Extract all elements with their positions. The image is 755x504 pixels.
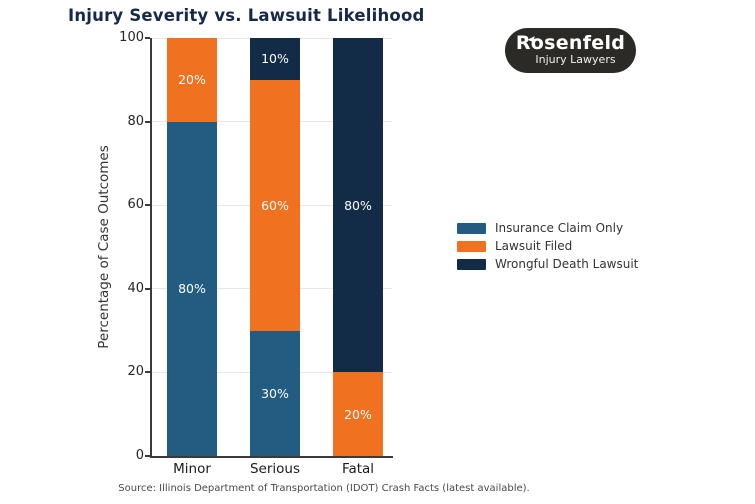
bar-segment-label: 20%	[178, 72, 206, 88]
bar-segment-label: 80%	[344, 197, 372, 213]
y-tick-mark	[145, 120, 150, 123]
x-tick-label: Minor	[173, 461, 211, 477]
bar-segment-label: 60%	[261, 197, 289, 213]
y-tick-label: 20	[127, 364, 144, 380]
bar-segment-label: 20%	[344, 406, 372, 422]
y-tick-label: 80	[127, 113, 144, 129]
bar-segment: 60%	[250, 79, 300, 331]
legend: Insurance Claim Only Lawsuit Filed Wrongfu…	[457, 221, 639, 271]
plot-area: 80% 20% 30% 60% 10% 20% 80%	[150, 37, 393, 458]
legend-label: Insurance Claim Only	[495, 221, 624, 235]
logo: Rosenfeld Injury Lawyers	[505, 28, 636, 73]
legend-item: Wrongful Death Lawsuit	[457, 257, 639, 271]
bar-segment: 80%	[167, 121, 217, 456]
x-tick-label: Fatal	[341, 461, 375, 477]
bar-segment: 30%	[250, 330, 300, 456]
bar-segment: 80%	[333, 38, 383, 373]
legend-label: Wrongful Death Lawsuit	[495, 257, 639, 271]
bar-segment: 20%	[167, 38, 217, 122]
bar-segment-label: 80%	[178, 281, 206, 297]
y-tick-label: 0	[135, 448, 144, 463]
legend-item: Insurance Claim Only	[457, 221, 638, 235]
y-tick-mark	[145, 37, 150, 39]
logo-name: Rosenfeld	[515, 32, 626, 54]
y-tick-mark	[145, 287, 150, 290]
bar-segment: 10%	[250, 38, 300, 80]
bar-segment-label: 30%	[261, 385, 289, 401]
legend-item: Lawsuit Filed	[457, 239, 638, 253]
legend-swatch	[457, 240, 486, 252]
y-tick-label: 40	[127, 280, 144, 296]
legend-swatch	[457, 222, 486, 234]
chart-title: Injury Severity vs. Lawsuit Likelihood	[68, 6, 425, 25]
grid-line	[152, 37, 392, 39]
logo-tagline: Injury Lawyers	[535, 53, 616, 66]
y-axis-spine	[150, 38, 152, 458]
y-tick-label: 60	[127, 197, 144, 213]
legend-swatch	[457, 258, 486, 270]
x-tick-label: Serious	[249, 461, 301, 477]
y-tick-label: 100	[119, 30, 144, 45]
legend-label: Lawsuit Filed	[495, 239, 573, 253]
source-note: Source: Illinois Department of Transport…	[118, 483, 530, 494]
y-tick-mark	[145, 455, 150, 457]
y-tick-mark	[145, 371, 150, 374]
y-tick-mark	[145, 204, 150, 207]
bar-segment-label: 10%	[261, 51, 289, 67]
x-axis-spine	[150, 456, 393, 458]
bar-segment: 20%	[333, 372, 383, 456]
